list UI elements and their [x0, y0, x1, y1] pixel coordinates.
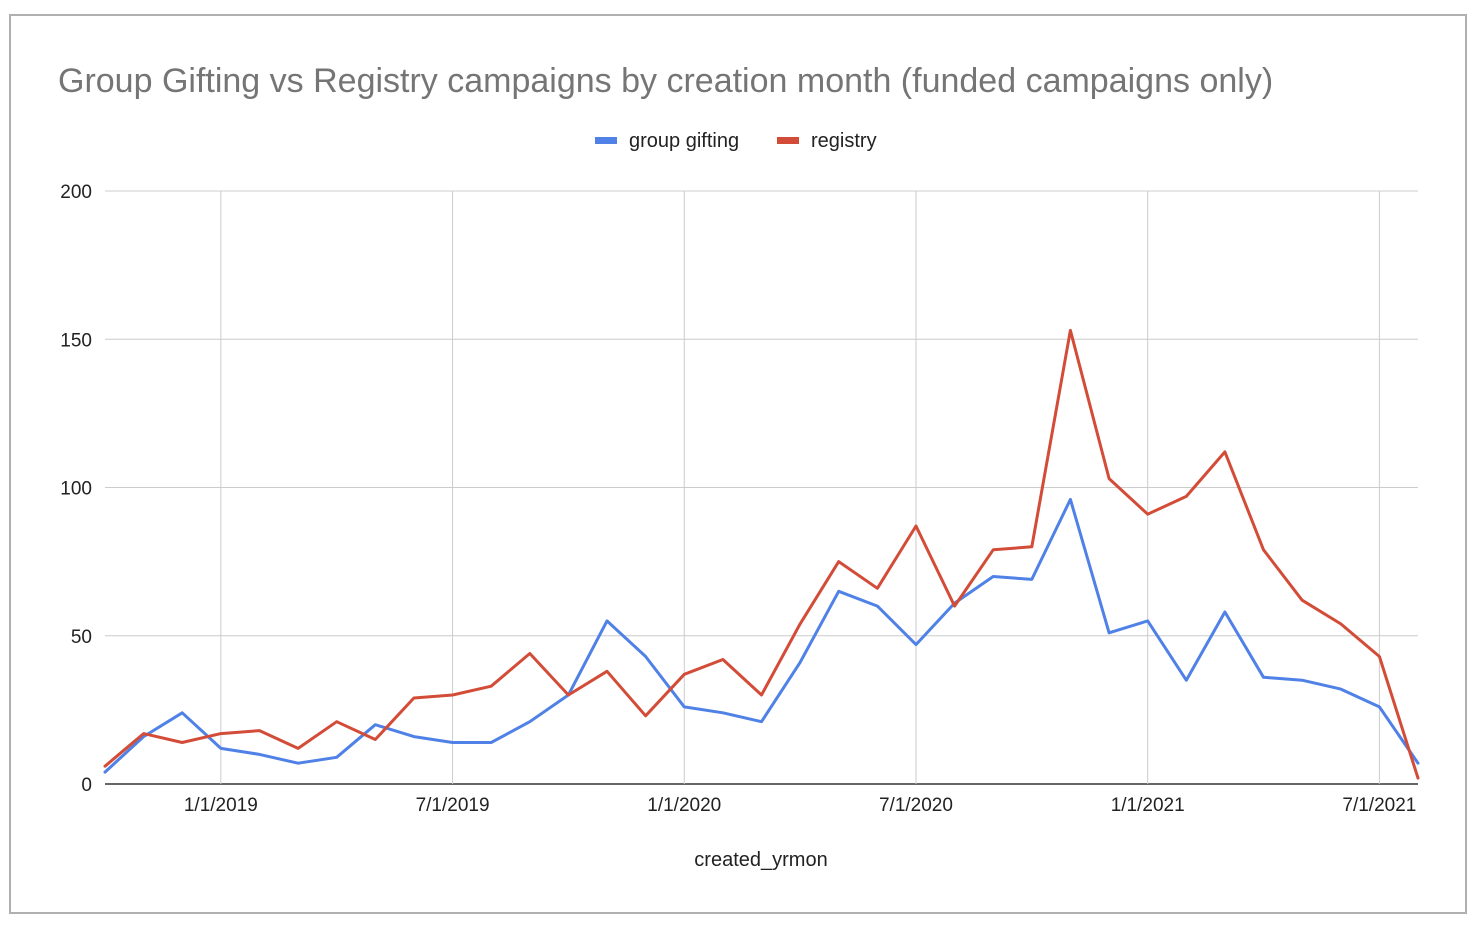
series-line-group-gifting	[103, 497, 1420, 774]
legend-swatch-group-gifting	[595, 137, 617, 144]
grid	[105, 190, 1418, 785]
y-tick-label-200: 200	[60, 182, 92, 203]
series-line-registry	[103, 328, 1420, 780]
legend-swatch-registry	[777, 137, 799, 144]
x-axis: 1/1/2019 7/1/2019 1/1/2020 7/1/2020 1/1/2021…	[184, 795, 1416, 816]
x-axis-title: created_yrmon	[694, 849, 827, 871]
x-tick-label-3: 7/1/2020	[879, 795, 953, 816]
x-tick-label-5: 7/1/2021	[1342, 795, 1416, 816]
x-tick-label-4: 1/1/2021	[1111, 795, 1185, 816]
y-tick-label-50: 50	[71, 627, 92, 648]
y-tick-label-150: 150	[60, 330, 92, 351]
x-tick-label-2: 1/1/2020	[647, 795, 721, 816]
y-tick-label-100: 100	[60, 479, 92, 500]
legend-label-registry: registry	[811, 130, 877, 152]
y-tick-label-0: 0	[81, 775, 92, 796]
series-lines	[103, 328, 1420, 780]
x-tick-label-1: 7/1/2019	[416, 795, 490, 816]
legend-label-group-gifting: group gifting	[629, 130, 739, 152]
chart-frame	[9, 14, 1467, 914]
x-tick-label-0: 1/1/2019	[184, 795, 258, 816]
chart-title: Group Gifting vs Registry campaigns by c…	[58, 62, 1273, 100]
legend: group gifting registry	[595, 130, 877, 152]
y-axis: 0 50 100 150 200	[60, 182, 92, 796]
